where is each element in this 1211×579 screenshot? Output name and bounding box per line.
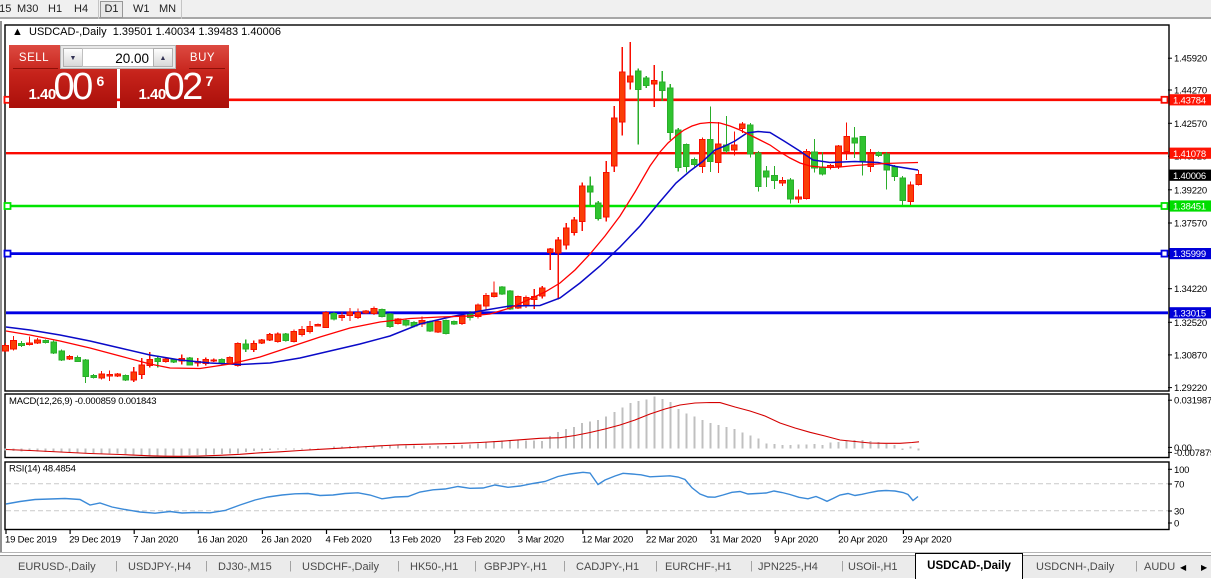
svg-text:31 Mar 2020: 31 Mar 2020	[710, 535, 761, 546]
svg-text:100: 100	[1174, 465, 1189, 476]
svg-text:12 Mar 2020: 12 Mar 2020	[582, 535, 633, 546]
svg-text:9 Apr 2020: 9 Apr 2020	[774, 535, 818, 546]
svg-text:0: 0	[1174, 519, 1179, 530]
svg-text:1.39220: 1.39220	[1174, 185, 1207, 196]
svg-text:1.41078: 1.41078	[1173, 149, 1206, 160]
svg-text:30: 30	[1174, 507, 1184, 518]
svg-text:1.32520: 1.32520	[1174, 318, 1207, 329]
svg-text:16 Jan 2020: 16 Jan 2020	[197, 535, 247, 546]
svg-text:70: 70	[1174, 480, 1184, 491]
svg-text:20 Apr 2020: 20 Apr 2020	[838, 535, 887, 546]
svg-text:29 Apr 2020: 29 Apr 2020	[902, 535, 951, 546]
svg-text:1.34220: 1.34220	[1174, 284, 1207, 295]
svg-text:MACD(12,26,9) -0.000859 0.0018: MACD(12,26,9) -0.000859 0.001843	[9, 396, 156, 407]
svg-text:1.40006: 1.40006	[1173, 171, 1206, 182]
svg-text:0.031987: 0.031987	[1174, 396, 1211, 407]
svg-text:1.29220: 1.29220	[1174, 383, 1207, 394]
svg-text:22 Mar 2020: 22 Mar 2020	[646, 535, 697, 546]
svg-text:19 Dec 2019: 19 Dec 2019	[5, 535, 57, 546]
svg-text:23 Feb 2020: 23 Feb 2020	[454, 535, 505, 546]
svg-text:1.30870: 1.30870	[1174, 350, 1207, 361]
svg-text:3 Mar 2020: 3 Mar 2020	[518, 535, 564, 546]
svg-text:7 Jan 2020: 7 Jan 2020	[133, 535, 178, 546]
svg-text:1.42570: 1.42570	[1174, 119, 1207, 130]
svg-text:29 Dec 2019: 29 Dec 2019	[69, 535, 121, 546]
svg-text:1.38451: 1.38451	[1173, 202, 1206, 213]
svg-text:RSI(14) 48.4854: RSI(14) 48.4854	[9, 464, 76, 475]
svg-text:26 Jan 2020: 26 Jan 2020	[261, 535, 311, 546]
svg-text:13 Feb 2020: 13 Feb 2020	[390, 535, 441, 546]
svg-text:4 Feb 2020: 4 Feb 2020	[326, 535, 372, 546]
svg-text:-0.007879: -0.007879	[1174, 448, 1211, 459]
svg-text:1.33015: 1.33015	[1173, 308, 1206, 319]
svg-text:1.37570: 1.37570	[1174, 219, 1207, 230]
svg-text:1.45920: 1.45920	[1174, 54, 1207, 65]
svg-text:1.35999: 1.35999	[1173, 249, 1206, 260]
svg-text:1.43784: 1.43784	[1173, 95, 1206, 106]
